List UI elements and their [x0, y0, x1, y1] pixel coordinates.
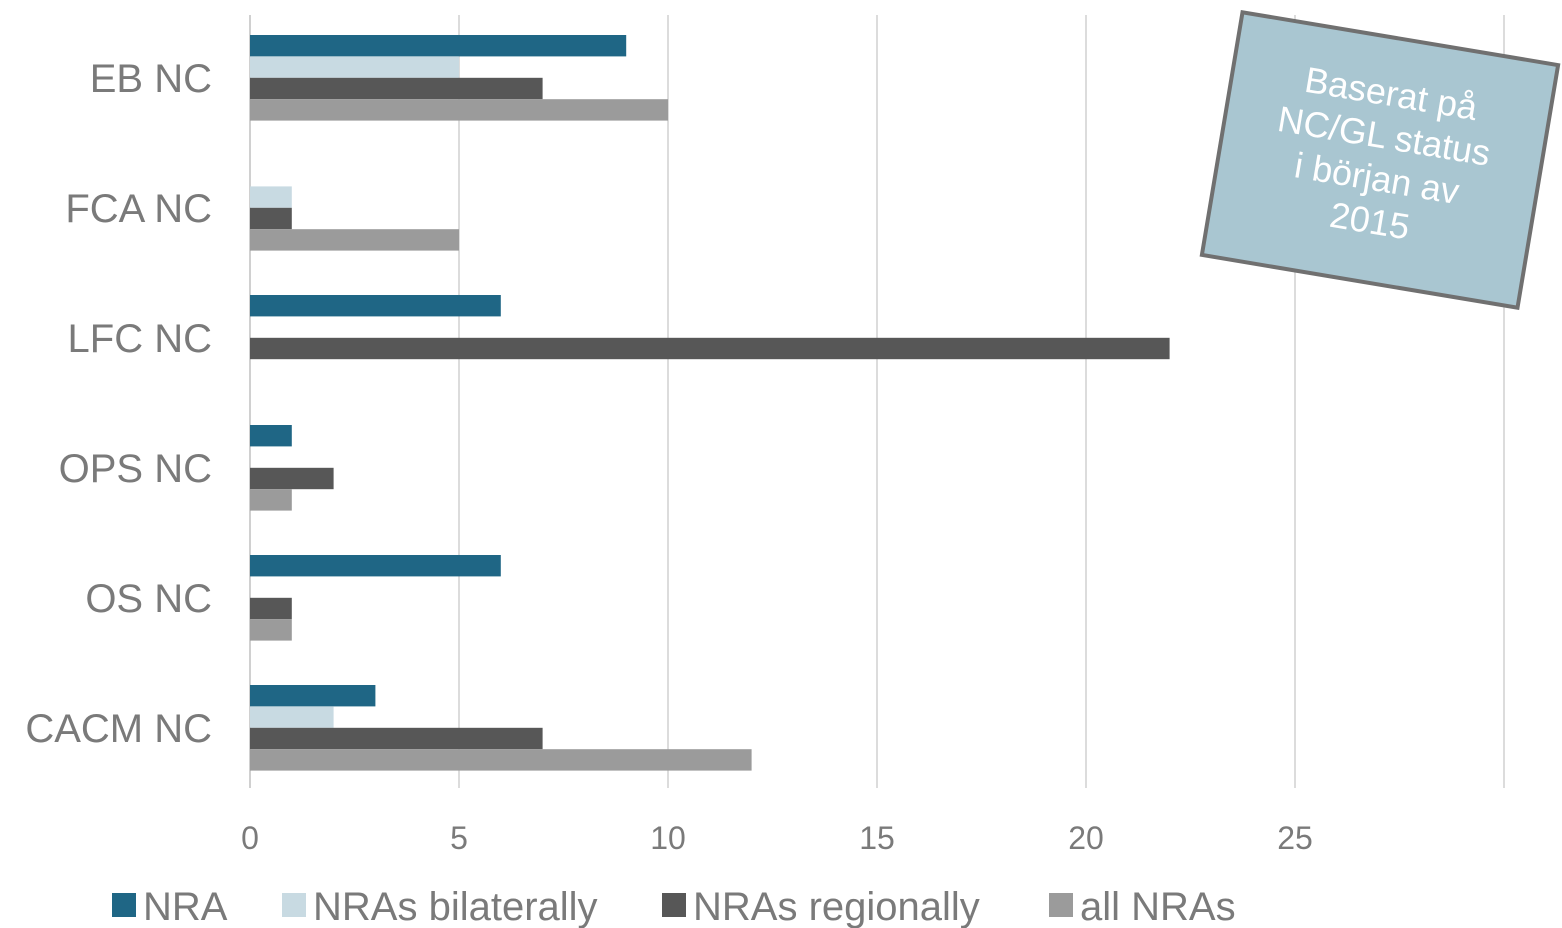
category-label: LFC NC	[68, 317, 212, 361]
x-tick-label: 5	[450, 820, 468, 856]
bar	[250, 727, 543, 750]
annotation-callout: Baserat på NC/GL status i början av 2015	[1199, 9, 1561, 311]
category-label: FCA NC	[65, 187, 212, 231]
x-tick-label: 20	[1068, 820, 1104, 856]
bar	[250, 207, 292, 230]
legend-label: all NRAs	[1080, 885, 1236, 928]
x-tick-label: 10	[650, 820, 686, 856]
bar	[250, 186, 292, 208]
bar	[250, 685, 376, 707]
category-label: CACM NC	[25, 707, 212, 751]
legend-swatch	[662, 893, 686, 917]
bar	[250, 295, 501, 317]
bar	[250, 229, 459, 251]
legend-label: NRA	[143, 885, 228, 928]
legend-label: NRAs bilaterally	[313, 885, 598, 928]
legend: NRA NRAs bilaterally NRAs regionally all NR…	[112, 885, 1236, 928]
x-tick-label: 15	[859, 820, 895, 856]
bar	[250, 99, 668, 121]
category-label: OS NC	[85, 577, 212, 621]
legend-swatch	[282, 893, 306, 917]
bar	[250, 597, 292, 620]
bar	[250, 337, 1170, 360]
bar	[250, 425, 292, 447]
bar	[250, 619, 292, 641]
callout-box	[1199, 9, 1561, 311]
value-axis: 0 5 10 15 20 25	[241, 820, 1313, 856]
x-tick-label: 25	[1277, 820, 1313, 856]
bar	[250, 706, 334, 728]
legend-label: NRAs regionally	[693, 885, 980, 928]
bar	[250, 35, 627, 57]
bar	[250, 489, 292, 511]
bar	[250, 56, 459, 78]
category-axis: EB NC FCA NC LFC NC OPS NC OS NC CACM NC	[25, 57, 212, 751]
bar	[250, 77, 543, 100]
x-tick-label: 0	[241, 820, 259, 856]
legend-swatch	[112, 893, 136, 917]
bar	[250, 555, 501, 577]
legend-swatch	[1049, 893, 1073, 917]
bar	[250, 749, 752, 771]
category-label: OPS NC	[59, 447, 212, 491]
bar	[250, 467, 334, 490]
category-label: EB NC	[90, 57, 212, 101]
bars	[250, 35, 1170, 771]
